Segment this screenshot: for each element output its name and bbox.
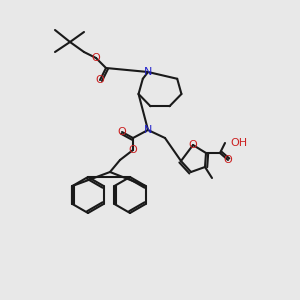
Text: O: O [118, 127, 126, 137]
Text: N: N [144, 67, 152, 77]
Text: O: O [224, 155, 232, 165]
Text: O: O [129, 145, 137, 155]
Text: N: N [144, 125, 152, 135]
Text: O: O [189, 140, 197, 150]
Text: O: O [96, 75, 104, 85]
Text: OH: OH [230, 138, 247, 148]
Text: O: O [92, 53, 100, 63]
